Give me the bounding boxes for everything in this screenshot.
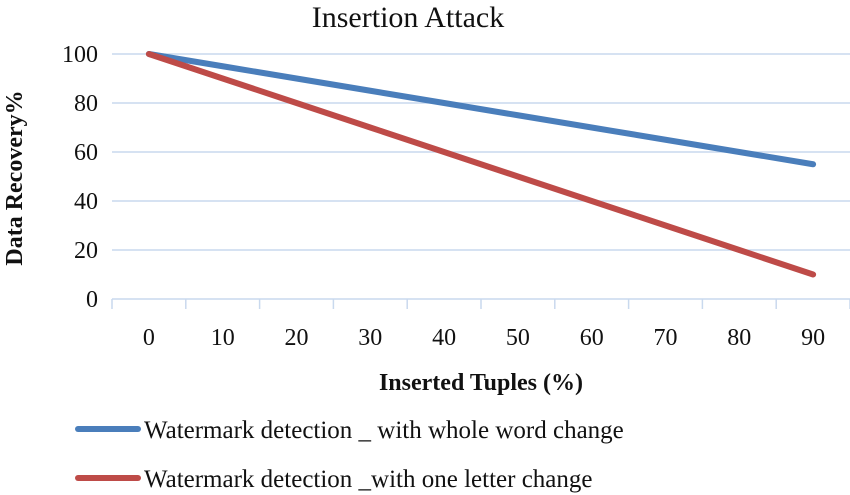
x-tick-label: 80 <box>727 325 751 351</box>
y-axis-label: Data Recovery% <box>2 90 28 265</box>
y-tick-label: 80 <box>74 91 98 117</box>
legend-item: Watermark detection _ with whole word ch… <box>75 417 624 444</box>
y-axis-ticks: 0 20 40 60 80 100 <box>62 42 98 313</box>
x-tick-label: 50 <box>506 325 530 351</box>
legend-item: Watermark detection _with one letter cha… <box>75 466 593 493</box>
x-axis: 0 10 20 30 40 50 60 70 80 90 <box>111 299 850 351</box>
x-tick-label: 60 <box>580 325 604 351</box>
gridlines <box>112 53 850 300</box>
y-tick-label: 0 <box>86 287 98 313</box>
legend: Watermark detection _ with whole word ch… <box>75 417 624 493</box>
x-tick-label: 0 <box>143 325 155 351</box>
series-lines <box>145 51 817 278</box>
x-tick-label: 90 <box>801 325 825 351</box>
y-tick-label: 40 <box>74 189 98 215</box>
y-tick-label: 20 <box>74 238 98 264</box>
legend-label: Watermark detection _ with whole word ch… <box>144 417 624 444</box>
chart-title: Insertion Attack <box>312 1 504 34</box>
x-tick-label: 30 <box>358 325 382 351</box>
x-tick-label: 70 <box>654 325 678 351</box>
y-tick-label: 60 <box>74 140 98 166</box>
x-tick-label: 20 <box>285 325 309 351</box>
x-tick-label: 40 <box>432 325 456 351</box>
x-axis-label: Inserted Tuples (%) <box>379 370 583 396</box>
series-line-2 <box>145 51 817 278</box>
legend-label: Watermark detection _with one letter cha… <box>144 466 593 493</box>
y-tick-label: 100 <box>62 42 98 68</box>
series-line-1 <box>145 51 817 168</box>
x-tick-label: 10 <box>211 325 235 351</box>
